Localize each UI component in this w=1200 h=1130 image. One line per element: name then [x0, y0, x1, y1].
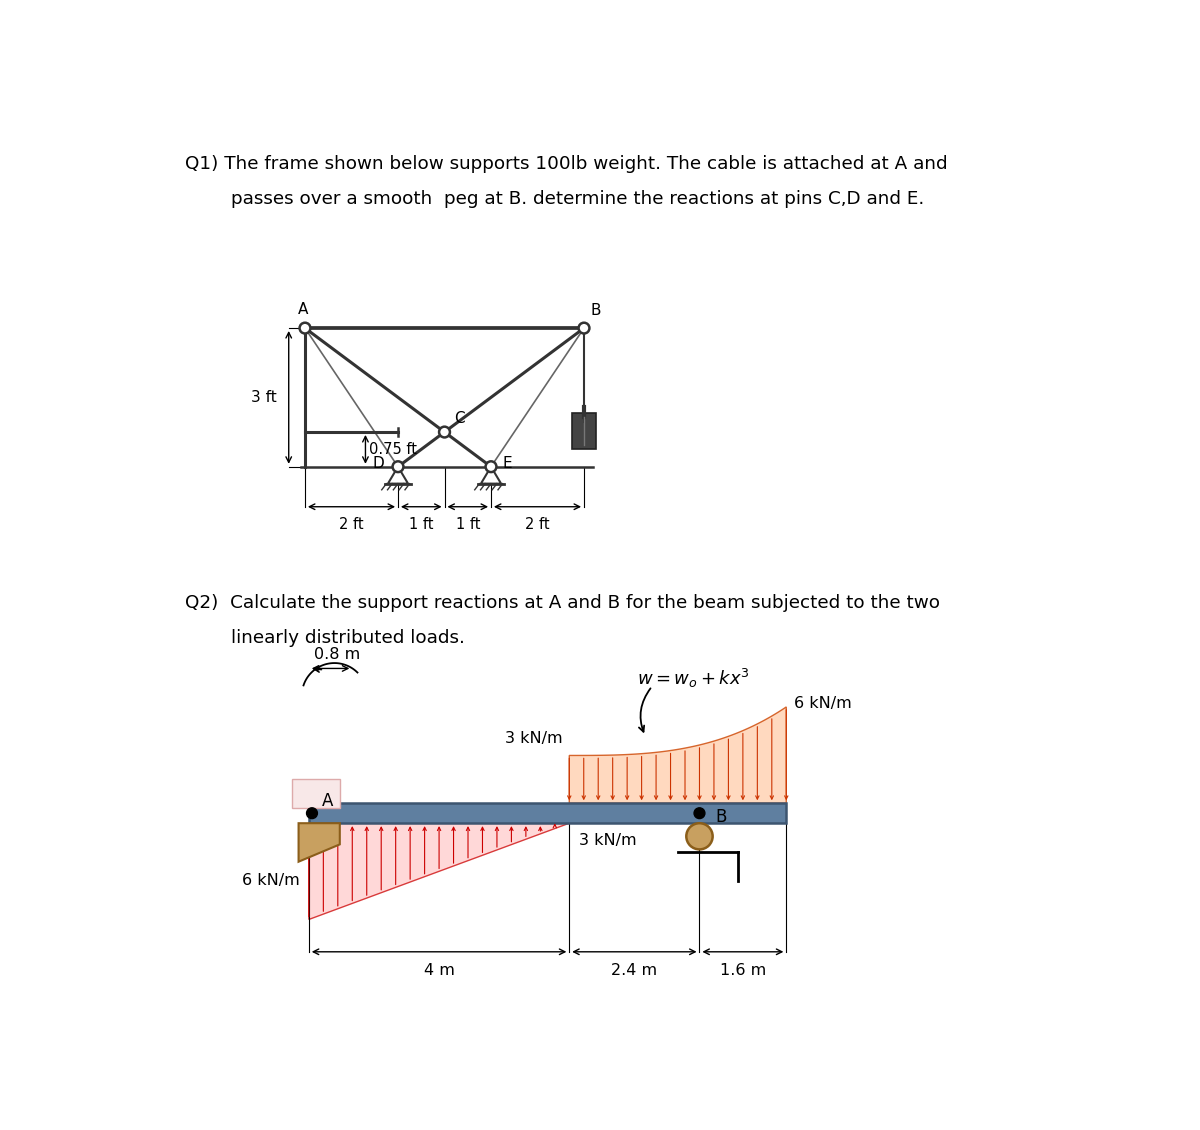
Text: 1 ft: 1 ft — [456, 516, 480, 532]
Text: E: E — [503, 457, 512, 471]
Text: B: B — [715, 808, 726, 826]
Circle shape — [392, 461, 403, 472]
Text: 4 m: 4 m — [424, 963, 455, 977]
Text: 1 ft: 1 ft — [409, 516, 433, 532]
Polygon shape — [569, 707, 786, 803]
Text: A: A — [299, 303, 308, 318]
Polygon shape — [481, 467, 502, 484]
Circle shape — [686, 824, 713, 850]
Text: 3 kN/m: 3 kN/m — [505, 731, 563, 746]
Text: $w = w_o + kx^3$: $w = w_o + kx^3$ — [637, 667, 749, 690]
Bar — [308, 803, 786, 824]
Text: C: C — [455, 411, 466, 426]
Text: Q2)  Calculate the support reactions at A and B for the beam subjected to the tw: Q2) Calculate the support reactions at A… — [185, 593, 940, 611]
Polygon shape — [388, 467, 408, 484]
Circle shape — [306, 808, 318, 818]
Circle shape — [578, 323, 589, 333]
Text: linearly distributed loads.: linearly distributed loads. — [232, 629, 466, 647]
Text: passes over a smooth  peg at B. determine the reactions at pins C,D and E.: passes over a smooth peg at B. determine… — [232, 190, 925, 208]
Text: 3 ft: 3 ft — [251, 390, 277, 405]
Text: 2 ft: 2 ft — [340, 516, 364, 532]
Text: 0.75 ft: 0.75 ft — [370, 442, 418, 457]
Text: A: A — [322, 792, 334, 810]
Polygon shape — [308, 824, 569, 920]
Text: 3 kN/m: 3 kN/m — [578, 833, 636, 848]
Text: 2.4 m: 2.4 m — [611, 963, 658, 977]
Polygon shape — [299, 824, 340, 862]
Circle shape — [300, 323, 311, 333]
Text: 6 kN/m: 6 kN/m — [794, 696, 852, 712]
Text: 2 ft: 2 ft — [526, 516, 550, 532]
Circle shape — [439, 427, 450, 437]
Text: Q1) The frame shown below supports 100lb weight. The cable is attached at A and: Q1) The frame shown below supports 100lb… — [185, 155, 948, 173]
Bar — [292, 779, 340, 808]
Text: D: D — [372, 457, 384, 471]
Text: 0.8 m: 0.8 m — [313, 647, 360, 662]
Text: 6 kN/m: 6 kN/m — [242, 873, 300, 888]
Text: B: B — [590, 303, 601, 318]
Bar — [572, 412, 595, 449]
Circle shape — [486, 461, 497, 472]
Circle shape — [694, 808, 704, 818]
Text: 1.6 m: 1.6 m — [720, 963, 766, 977]
